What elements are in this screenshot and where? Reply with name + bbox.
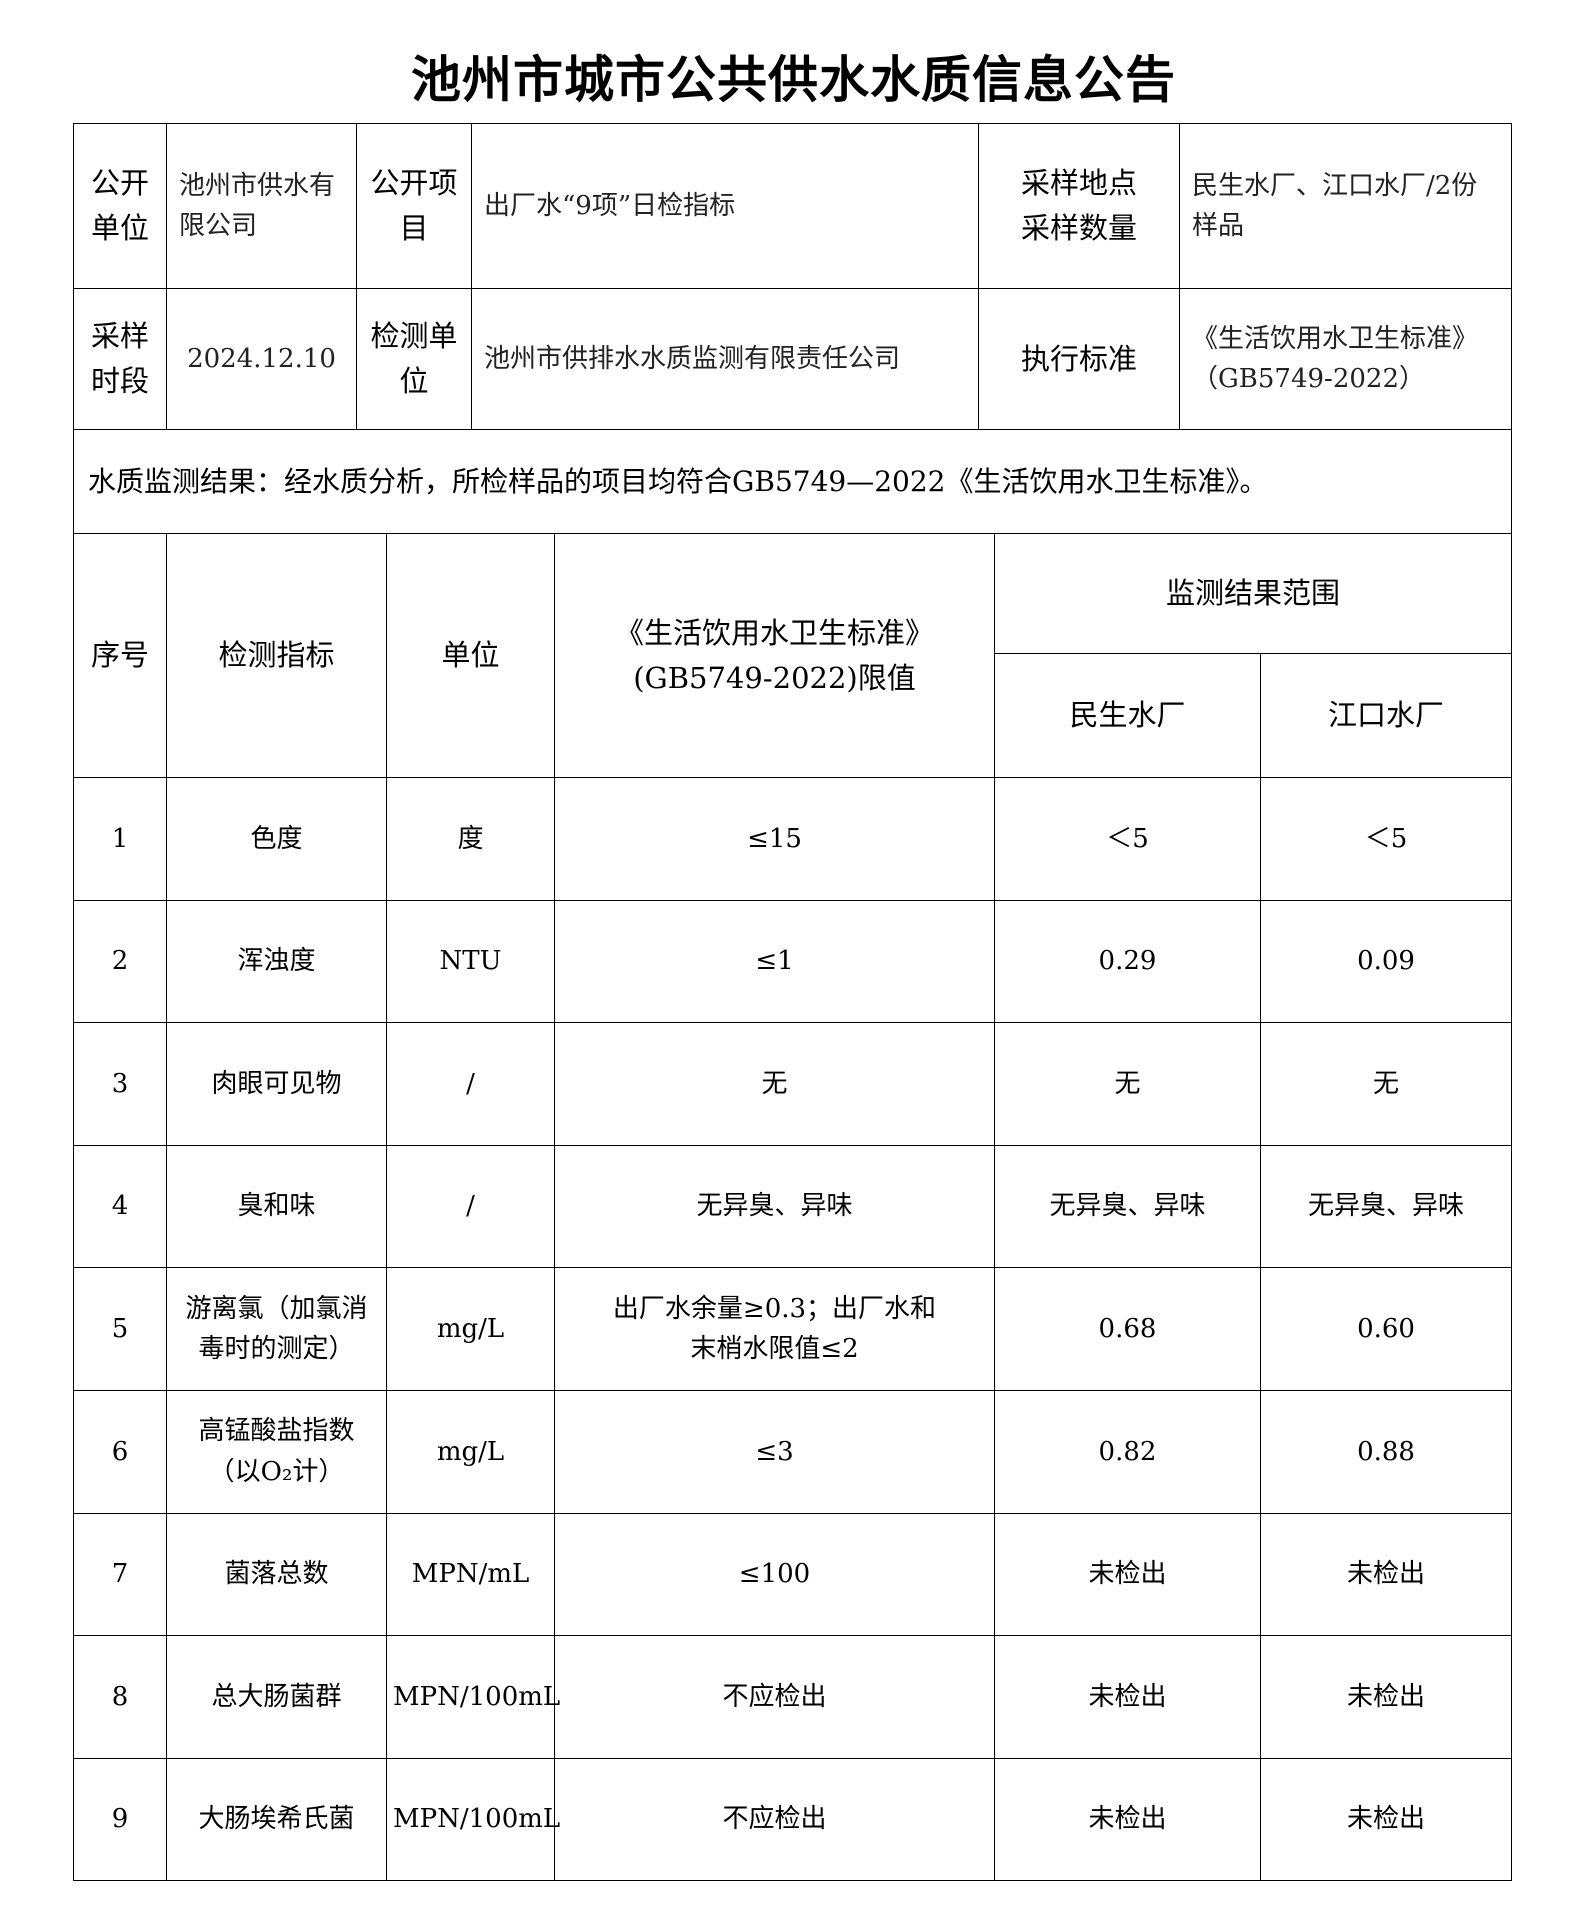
results-table: 序号 检测指标 单位 《生活饮用水卫生标准》(GB5749-2022)限值 监测… xyxy=(73,533,1513,1882)
header-plant1: 民生水厂 xyxy=(994,653,1261,778)
publish-unit: 池州市供水有限公司 xyxy=(166,123,357,289)
standard: 《生活饮用水卫生标准》（GB5749-2022） xyxy=(1179,288,1512,430)
cell-plant2: 无异臭、异味 xyxy=(1259,1144,1513,1269)
table-row: 7 菌落总数 MPN/mL ≤100 未检出 未检出 xyxy=(73,1512,1513,1637)
cell-indicator: 高锰酸盐指数（以O₂计） xyxy=(166,1389,387,1514)
header-no: 序号 xyxy=(73,533,167,778)
cell-plant1: 无异臭、异味 xyxy=(994,1144,1261,1269)
table-row: 9 大肠埃希氏菌 MPN/100mL 不应检出 未检出 未检出 xyxy=(73,1757,1513,1882)
table-row: 6 高锰酸盐指数（以O₂计） mg/L ≤3 0.82 0.88 xyxy=(73,1389,1513,1514)
cell-no: 1 xyxy=(73,777,167,901)
cell-indicator: 臭和味 xyxy=(166,1144,387,1269)
table-row: 1 色度度 ≤15 ＜5 ＜5 xyxy=(73,777,1513,901)
standard-label: 执行标准 xyxy=(978,288,1180,430)
cell-plant1: 未检出 xyxy=(994,1512,1261,1637)
cell-limit: ≤15 xyxy=(554,777,995,901)
info-table: 公开单位 池州市供水有限公司 公开项目 出厂水“9项”日检指标 采样地点采样数量… xyxy=(73,123,1512,534)
publish-unit-label: 公开单位 xyxy=(73,123,167,289)
header-unit: 单位 xyxy=(386,533,555,778)
cell-plant1: ＜5 xyxy=(994,777,1261,901)
cell-plant2: 0.09 xyxy=(1259,899,1513,1024)
publish-item: 出厂水“9项”日检指标 xyxy=(471,123,979,289)
cell-plant2: ＜5 xyxy=(1259,777,1513,901)
cell-no: 5 xyxy=(73,1267,167,1391)
table-row: 2 浑浊度 NTU ≤1 0.29 0.09 xyxy=(73,899,1513,1024)
cell-limit: 出厂水余量≥0.3；出厂水和末梢水限值≤2 xyxy=(554,1267,995,1391)
cell-plant2: 0.60 xyxy=(1259,1267,1513,1391)
cell-limit: ≤100 xyxy=(554,1512,995,1637)
page-title: 池州市城市公共供水水质信息公告 xyxy=(411,51,1176,109)
cell-indicator: 浑浊度 xyxy=(166,899,387,1024)
table-row: 4 臭和味 / 无异臭、异味 无异臭、异味 无异臭、异味 xyxy=(73,1144,1513,1269)
cell-no: 3 xyxy=(73,1022,167,1146)
cell-unit: MPN/mL xyxy=(386,1512,555,1637)
cell-no: 8 xyxy=(73,1635,167,1759)
cell-limit: 无 xyxy=(554,1022,995,1146)
cell-plant1: 0.68 xyxy=(994,1267,1261,1391)
conclusion: 水质监测结果：经水质分析，所检样品的项目均符合GB5749—2022《生活饮用水… xyxy=(73,429,1512,534)
cell-plant1: 0.82 xyxy=(994,1389,1261,1514)
sampling-period: 2024.12.10 xyxy=(166,288,357,430)
cell-plant1: 未检出 xyxy=(994,1757,1261,1882)
cell-unit: NTU xyxy=(386,899,555,1024)
sampling-site-label: 采样地点采样数量 xyxy=(978,123,1180,289)
cell-plant1: 未检出 xyxy=(994,1635,1261,1759)
cell-plant2: 无 xyxy=(1259,1022,1513,1146)
cell-indicator: 肉眼可见物 xyxy=(166,1022,387,1146)
header-range: 监测结果范围 xyxy=(993,533,1513,654)
cell-unit: / xyxy=(386,1144,555,1269)
cell-no: 9 xyxy=(73,1757,167,1882)
cell-limit: ≤1 xyxy=(554,899,995,1024)
cell-unit: MPN/100mL xyxy=(386,1757,560,1882)
cell-limit: 不应检出 xyxy=(554,1757,995,1882)
cell-plant2: 未检出 xyxy=(1259,1512,1513,1637)
header-plant2: 江口水厂 xyxy=(1259,653,1513,778)
cell-indicator: 大肠埃希氏菌 xyxy=(166,1757,387,1882)
cell-plant2: 未检出 xyxy=(1259,1635,1513,1759)
cell-no: 2 xyxy=(73,899,167,1024)
cell-indicator: 总大肠菌群 xyxy=(166,1635,387,1759)
publish-item-label: 公开项目 xyxy=(356,123,472,289)
header-indicator: 检测指标 xyxy=(166,533,387,778)
table-row: 3 肉眼可见物 / 无无无 xyxy=(73,1022,1513,1146)
test-unit: 池州市供排水水质监测有限责任公司 xyxy=(471,288,979,430)
table-row: 8 总大肠菌群 MPN/100mL 不应检出 未检出 未检出 xyxy=(73,1635,1513,1759)
cell-unit: mg/L xyxy=(386,1389,555,1514)
cell-plant2: 未检出 xyxy=(1259,1757,1513,1882)
table-row: 5 游离氯（加氯消毒时的测定） mg/L 出厂水余量≥0.3；出厂水和末梢水限值≤2 0… xyxy=(73,1267,1513,1391)
cell-limit: 不应检出 xyxy=(554,1635,995,1759)
cell-limit: 无异臭、异味 xyxy=(554,1144,995,1269)
cell-indicator: 游离氯（加氯消毒时的测定） xyxy=(166,1267,387,1391)
cell-plant2: 0.88 xyxy=(1259,1389,1513,1514)
cell-unit: 度 xyxy=(386,777,555,901)
cell-no: 7 xyxy=(73,1512,167,1637)
cell-indicator: 色度 xyxy=(166,777,387,901)
cell-plant1: 0.29 xyxy=(994,899,1261,1024)
test-unit-label: 检测单位 xyxy=(356,288,472,430)
cell-unit: / xyxy=(386,1022,555,1146)
cell-no: 6 xyxy=(73,1389,167,1514)
sampling-period-label: 采样时段 xyxy=(73,288,167,430)
header-limit: 《生活饮用水卫生标准》(GB5749-2022)限值 xyxy=(554,533,995,778)
sampling-site: 民生水厂、江口水厂/2份样品 xyxy=(1179,123,1512,289)
cell-indicator: 菌落总数 xyxy=(166,1512,387,1637)
cell-no: 4 xyxy=(73,1144,167,1269)
cell-plant1: 无 xyxy=(994,1022,1261,1146)
cell-unit: mg/L xyxy=(386,1267,555,1391)
cell-limit: ≤3 xyxy=(554,1389,995,1514)
cell-unit: MPN/100mL xyxy=(386,1635,560,1759)
